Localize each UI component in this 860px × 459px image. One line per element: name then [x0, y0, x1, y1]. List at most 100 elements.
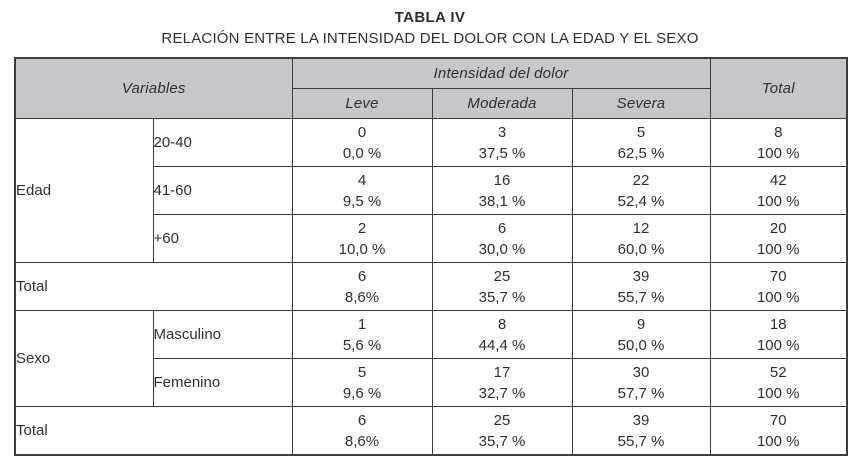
- cell-count: 17: [493, 363, 511, 381]
- cell-total: 18 100 %: [709, 310, 848, 359]
- row-sexo-masculino: Sexo Masculino 1 5,6 % 8 44,4 % 9 50,0 %…: [14, 310, 848, 407]
- cell-count: 70: [769, 411, 787, 429]
- cell-count: 52: [769, 363, 787, 381]
- table-subtitle: RELACIÓN ENTRE LA INTENSIDAD DEL DOLOR C…: [161, 30, 699, 47]
- cell-count: 25: [493, 267, 511, 285]
- cell-percent: 9,6 %: [342, 384, 382, 402]
- row-edad-41-60: 41-60 4 9,5 % 16 38,1 % 22 52,4 % 42 100…: [15, 166, 848, 215]
- cell-percent: 100 %: [756, 432, 800, 450]
- cell-count: 9: [636, 315, 646, 333]
- cell-percent: 8,6%: [344, 432, 380, 450]
- cell-percent: 52,4 %: [617, 192, 665, 210]
- cell-percent: 35,7 %: [478, 432, 526, 450]
- cell-count: 20: [769, 219, 787, 237]
- header-row-2: Leve Moderada Severa: [15, 88, 847, 119]
- cell-percent: 62,5 %: [617, 144, 665, 162]
- cell-percent: 9,5 %: [342, 192, 382, 210]
- cell-percent: 60,0 %: [617, 240, 665, 258]
- cell-count: 22: [632, 171, 650, 189]
- cell-percent: 100 %: [756, 336, 800, 354]
- cell-moderada: 3 37,5 %: [431, 118, 573, 167]
- cell-severa: 39 55,7 %: [571, 406, 711, 456]
- cell-percent: 37,5 %: [478, 144, 526, 162]
- cell-total: 52 100 %: [709, 358, 848, 407]
- cell-moderada: 16 38,1 %: [431, 166, 573, 215]
- cell-count: 42: [769, 171, 787, 189]
- cell-count: 6: [357, 411, 367, 429]
- group-label-edad: Edad: [14, 118, 154, 263]
- cell-count: 0: [357, 123, 367, 141]
- cell-leve: 6 8,6%: [291, 262, 433, 311]
- row-label: Femenino: [152, 358, 293, 407]
- cell-count: 12: [632, 219, 650, 237]
- table-header: Variables Intensidad del dolor Total Lev…: [14, 57, 848, 119]
- cell-percent: 50,0 %: [617, 336, 665, 354]
- cell-count: 16: [493, 171, 511, 189]
- cell-count: 6: [357, 267, 367, 285]
- header-leve: Leve: [291, 88, 433, 119]
- cell-count: 39: [632, 411, 650, 429]
- row-label: 20-40: [152, 118, 293, 167]
- cell-leve: 4 9,5 %: [291, 166, 433, 215]
- cell-count: 70: [769, 267, 787, 285]
- cell-percent: 38,1 %: [478, 192, 526, 210]
- cell-count: 8: [774, 123, 783, 141]
- cell-leve: 5 9,6 %: [291, 358, 433, 407]
- cell-count: 2: [357, 219, 367, 237]
- header-variables: Variables: [14, 57, 293, 119]
- cell-count: 6: [497, 219, 507, 237]
- header-intensidad: Intensidad del dolor: [291, 57, 711, 89]
- cell-percent: 100 %: [756, 144, 800, 162]
- cell-percent: 32,7 %: [478, 384, 526, 402]
- cell-leve: 1 5,6 %: [291, 310, 433, 359]
- table-body: Edad 20-40 0 0,0 % 3 37,5 % 5 62,5 % 8 1…: [14, 118, 848, 456]
- total-label: Total: [14, 262, 293, 311]
- cell-severa: 5 62,5 %: [571, 118, 711, 167]
- header-severa: Severa: [571, 88, 711, 119]
- group-label-sexo: Sexo: [14, 310, 154, 407]
- cell-count: 25: [493, 411, 511, 429]
- cell-percent: 55,7 %: [617, 288, 665, 306]
- header-row-1: Variables Intensidad del dolor Total: [14, 57, 848, 119]
- cell-moderada: 25 35,7 %: [431, 262, 573, 311]
- cell-count: 18: [769, 315, 787, 333]
- cell-percent: 100 %: [756, 240, 800, 258]
- header-moderada: Moderada: [431, 88, 573, 119]
- cell-severa: 12 60,0 %: [571, 214, 711, 263]
- cell-leve: 0 0,0 %: [291, 118, 433, 167]
- cell-severa: 22 52,4 %: [571, 166, 711, 215]
- cell-percent: 30,0 %: [478, 240, 526, 258]
- cell-percent: 10,0 %: [338, 240, 386, 258]
- cell-severa: 39 55,7 %: [571, 262, 711, 311]
- cell-moderada: 25 35,7 %: [431, 406, 573, 456]
- header-total: Total: [709, 57, 848, 119]
- statistics-table: Variables Intensidad del dolor Total Lev…: [14, 57, 848, 456]
- cell-severa: 9 50,0 %: [571, 310, 711, 359]
- cell-percent: 0,0 %: [342, 144, 382, 162]
- cell-count: 3: [497, 123, 507, 141]
- cell-total: 70 100 %: [709, 262, 848, 311]
- row-label: Masculino: [152, 310, 293, 359]
- cell-total: 20 100 %: [709, 214, 848, 263]
- cell-count: 30: [632, 363, 650, 381]
- cell-percent: 5,6 %: [342, 336, 382, 354]
- row-edad-20-40: Edad 20-40 0 0,0 % 3 37,5 % 5 62,5 % 8 1…: [14, 118, 848, 263]
- cell-percent: 8,6%: [344, 288, 380, 306]
- row-label: 41-60: [152, 166, 293, 215]
- cell-percent: 55,7 %: [617, 432, 665, 450]
- cell-percent: 57,7 %: [617, 384, 665, 402]
- cell-count: 5: [357, 363, 367, 381]
- cell-count: 1: [357, 315, 367, 333]
- cell-total: 70 100 %: [709, 406, 848, 456]
- cell-total: 42 100 %: [709, 166, 848, 215]
- cell-moderada: 8 44,4 %: [431, 310, 573, 359]
- cell-percent: 44,4 %: [478, 336, 526, 354]
- cell-percent: 100 %: [756, 288, 800, 306]
- row-label: +60: [152, 214, 293, 263]
- cell-moderada: 17 32,7 %: [431, 358, 573, 407]
- row-total-sexo: Total 6 8,6% 25 35,7 % 39 55,7 % 70 100 …: [14, 406, 848, 456]
- cell-percent: 100 %: [756, 192, 800, 210]
- cell-total: 8 100 %: [709, 118, 848, 167]
- row-sexo-femenino: Femenino 5 9,6 % 17 32,7 % 30 57,7 % 52 …: [15, 358, 848, 407]
